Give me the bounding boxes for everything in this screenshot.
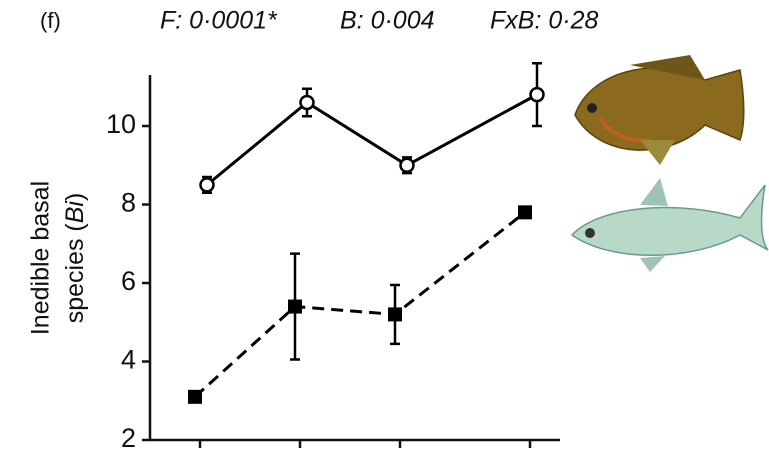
- series-line: [195, 212, 525, 396]
- fish-illustration: [575, 55, 744, 165]
- y-label-line: species (Bi): [61, 193, 89, 324]
- marker: [531, 88, 544, 101]
- y-tick-label: 2: [121, 423, 136, 451]
- y-label-part: Bi: [61, 200, 89, 224]
- panel-label: (f): [40, 8, 61, 33]
- marker: [301, 96, 314, 109]
- annotation: FxB: 0·28: [490, 7, 598, 35]
- marker: [388, 307, 402, 321]
- annotation: B: 0·004: [340, 7, 435, 35]
- fish-illustration: [572, 178, 768, 272]
- chart: (f) F: 0·0001* B: 0·004 FxB: 0·28 Inedib…: [0, 0, 769, 451]
- series-line: [207, 95, 537, 185]
- marker: [288, 300, 302, 314]
- y-axis-label: Inedible basal species (Bi): [27, 181, 89, 335]
- marker: [518, 205, 532, 219]
- y-tick-label: 6: [121, 266, 136, 296]
- marker: [401, 159, 414, 172]
- y-label-part: species (: [61, 223, 89, 324]
- y-label-line: Inedible basal: [27, 181, 55, 335]
- annotation: F: 0·0001*: [160, 7, 278, 35]
- marker: [188, 390, 202, 404]
- marker: [201, 178, 214, 191]
- y-tick-label: 8: [121, 188, 136, 218]
- y-tick-label: 4: [121, 345, 136, 375]
- axes: [150, 75, 560, 440]
- y-label-part: ): [61, 193, 89, 201]
- y-tick-label: 10: [106, 109, 136, 139]
